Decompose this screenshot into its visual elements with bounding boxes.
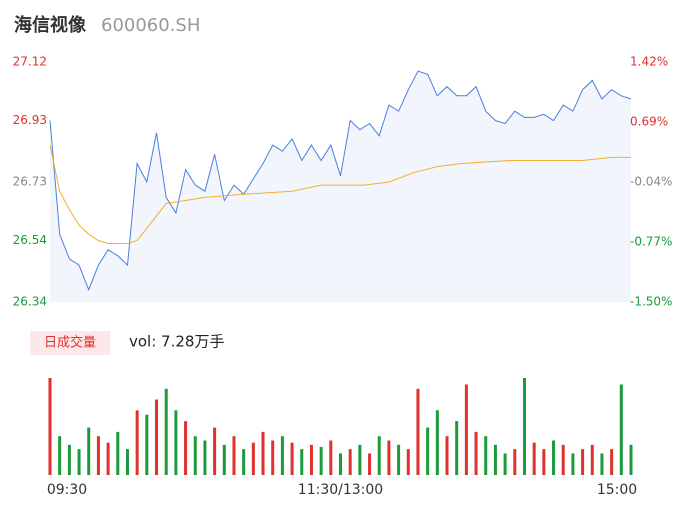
x-tick-label: 15:00 [597,482,637,498]
volume-bar [435,410,439,475]
x-tick-label: 09:30 [47,482,87,498]
volume-bar [397,444,401,475]
volume-bar [116,431,120,475]
volume-bar [145,414,149,475]
volume-bar [474,431,478,475]
volume-bar [271,440,275,475]
volume-bar [445,436,449,475]
volume-bar [232,436,236,475]
title: 海信视像 [14,14,87,36]
volume-bar [329,440,333,475]
volume-bar [155,399,159,475]
volume-bar [300,449,304,475]
volume-bar [222,444,226,475]
volume-bar [348,449,352,475]
price-area [50,71,631,302]
volume-button[interactable] [30,331,110,355]
volume-bar [261,431,265,475]
volume-bar [484,436,488,475]
y2-tick-label: -1.50% [630,295,672,309]
volume-bar [552,440,556,475]
volume-bar [503,453,507,475]
volume-bar [426,427,430,475]
y2-tick-label: -0.04% [630,175,672,189]
volume-bar [135,410,139,475]
line-average [49,144,631,244]
volume-bar [96,436,100,475]
volume-bar [561,444,565,475]
volume-bar [164,388,168,475]
y-tick-label: 26.54 [13,233,47,247]
volume-bar [106,442,110,475]
volume-bar [629,444,633,475]
volume-bar [251,442,255,475]
volume-bar [319,446,323,475]
volume-bar [193,436,197,475]
volume-bar [242,449,246,475]
volume-bar [571,453,575,475]
volume-bar [406,449,410,475]
volume-bar [48,378,52,475]
volume-bar [290,442,294,475]
volume-bar [416,388,420,475]
volume-bar [77,449,81,475]
volume-bar [522,378,526,475]
volume-bar [213,427,217,475]
volume-bar [184,421,188,475]
volume-bar [455,421,459,475]
volume-bar [58,436,62,475]
volume-bar [67,444,71,475]
volume-bar [590,444,594,475]
subtitle: 600060.SH [101,15,200,36]
volume-bar [464,384,468,475]
volume-bar [174,410,178,475]
volume-bar [377,436,381,475]
y2-tick-label: 1.42% [630,55,668,69]
volume-bar [125,449,129,475]
volume-bar [203,440,207,475]
volume-bar [532,442,536,475]
volume-bar [581,449,585,475]
line-price [49,70,632,292]
volume-bar [619,384,623,475]
volume-bar [87,427,91,475]
x-tick-label: 11:30/13:00 [298,482,383,498]
y-tick-label: 26.93 [13,113,47,127]
volume-bar [358,444,362,475]
volume-bar [493,444,497,475]
volume-bar [513,449,517,475]
volume-bar [368,453,372,475]
volume-bar [542,449,546,475]
y-tick-label: 27.12 [13,55,47,69]
volume-bar [610,449,614,475]
volume-bar [339,453,342,475]
volume-bar [280,436,284,475]
volume-bar [387,440,391,475]
volume-bar [600,453,604,475]
y-tick-label: 26.73 [13,175,47,189]
volume-button-label[interactable]: 日成交量 [44,335,96,351]
y-tick-label: 26.34 [13,295,47,309]
volume-bar [309,444,313,475]
y2-tick-label: -0.77% [630,235,672,249]
volume-label: vol: 7.28万手 [129,333,224,351]
y2-tick-label: 0.69% [630,115,668,129]
